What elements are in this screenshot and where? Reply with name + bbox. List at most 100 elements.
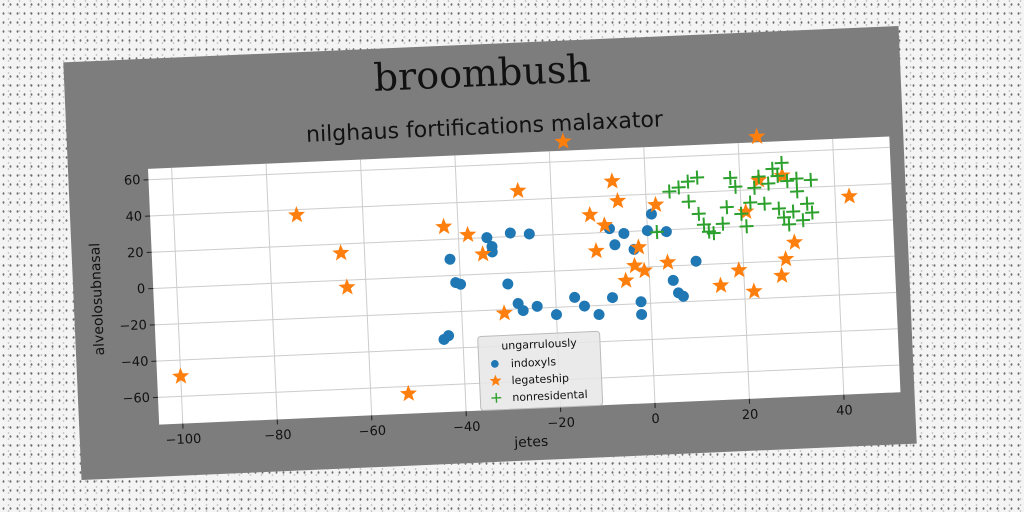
legateship-point [172, 367, 190, 384]
x-grid-line [832, 138, 845, 395]
figure-canvas: broombush nilghaus fortifications malaxa… [63, 25, 917, 481]
y-tick-label: 20 [127, 246, 144, 262]
indoxyls-point [455, 278, 467, 290]
x-axis-label: jetes [513, 434, 549, 452]
legateship-point [287, 206, 306, 223]
nonresidental-point [789, 171, 804, 186]
indoxyls-point [486, 246, 498, 258]
chart-title: nilghaus fortifications malaxator [306, 107, 665, 148]
nonresidental-point [662, 184, 677, 199]
x-tick-label: −80 [264, 428, 292, 444]
y-tick-label: 60 [124, 173, 141, 189]
legateship-point [748, 127, 766, 145]
indoxyls-point [645, 208, 657, 220]
indoxyls-point [635, 296, 647, 308]
legend-label-nonresidental: nonresidental [512, 388, 588, 404]
indoxyls-point [504, 227, 516, 239]
x-tick-label: −60 [358, 424, 386, 440]
legateship-point [647, 195, 665, 213]
y-tick-label: −20 [119, 318, 147, 334]
indoxyls-point [690, 255, 702, 267]
nonresidental-point [747, 180, 762, 195]
legateship-point [474, 245, 492, 262]
axis-ticks: −100 −80 −60 −40 −20 0 20 40 −60 −40 −20 0 20 40 60 [119, 173, 853, 449]
nonresidental-point [776, 210, 792, 225]
nonresidental-point [734, 206, 749, 221]
indoxyls-point [444, 253, 456, 265]
data-points [172, 127, 858, 402]
scatter-chart: broombush nilghaus fortifications malaxa… [87, 46, 901, 452]
legateship-point [399, 384, 417, 402]
legateship-point [603, 172, 621, 189]
nonresidental-point [774, 155, 789, 171]
series-indoxyls [438, 208, 702, 345]
y-tick-label: −60 [122, 391, 150, 407]
legend-marker-indoxyls [490, 360, 499, 368]
plot-area [148, 136, 901, 425]
legend: ungarrulously indoxyls legateship nonres… [477, 330, 604, 411]
nonresidental-point [696, 217, 711, 232]
legend-label-indoxyls: indoxyls [511, 355, 557, 370]
nonresidental-point [739, 219, 754, 234]
legend-box [477, 330, 604, 411]
y-grid-line [153, 255, 895, 290]
nonresidental-point [771, 201, 786, 216]
nonresidental-point [790, 184, 805, 199]
indoxyls-point [593, 309, 605, 321]
y-grid-line [151, 219, 893, 253]
y-tick-label: 40 [125, 209, 142, 225]
indoxyls-point [667, 274, 679, 286]
x-tick-label: −100 [165, 432, 201, 449]
nonresidental-point [680, 174, 695, 189]
legateship-point [737, 202, 755, 220]
nonresidental-point [649, 224, 664, 240]
legateship-point [617, 271, 635, 289]
indoxyls-point [569, 291, 581, 303]
legateship-point [435, 217, 453, 235]
nonresidental-point [691, 206, 706, 221]
y-tick-label: −40 [121, 354, 149, 370]
legateship-point [554, 132, 572, 150]
nonresidental-point [765, 161, 780, 176]
legateship-point [509, 181, 527, 199]
legateship-point [587, 242, 605, 259]
nonresidental-point [719, 200, 734, 215]
x-tick-label: −40 [453, 420, 481, 436]
nonresidental-point [751, 169, 766, 184]
x-tick-label: 0 [651, 412, 660, 427]
nonresidental-point [796, 213, 811, 228]
indoxyls-point [517, 305, 529, 317]
legateship-point [712, 276, 730, 294]
legateship-point [745, 282, 763, 299]
x-tick-label: 40 [836, 403, 853, 419]
nonresidental-point [723, 170, 738, 185]
nonresidental-point [782, 217, 797, 232]
legateship-point [777, 250, 795, 267]
legend-marker-legateship [489, 374, 502, 387]
nonresidental-point [715, 216, 730, 231]
legateship-point [609, 192, 627, 209]
nonresidental-point [728, 179, 743, 194]
legateship-point [495, 304, 513, 321]
y-tick-label: 0 [137, 282, 146, 297]
indoxyls-point [606, 292, 618, 304]
series-nonresidental [649, 155, 820, 241]
indoxyls-point [523, 228, 535, 240]
series-legateship [172, 127, 858, 402]
legateship-point [459, 225, 477, 243]
indoxyls-point [660, 226, 672, 238]
x-grid-line [171, 167, 184, 424]
nonresidental-point [690, 170, 705, 185]
y-grid-line [148, 146, 890, 181]
indoxyls-point [677, 290, 689, 302]
indoxyls-point [636, 308, 648, 320]
indoxyls-point [481, 232, 493, 244]
indoxyls-point [550, 309, 562, 321]
legateship-point [773, 266, 791, 284]
legateship-point [338, 278, 356, 295]
nonresidental-point [780, 173, 795, 188]
legateship-point [581, 205, 599, 223]
legateship-point [630, 238, 648, 255]
nonresidental-point [671, 180, 686, 195]
